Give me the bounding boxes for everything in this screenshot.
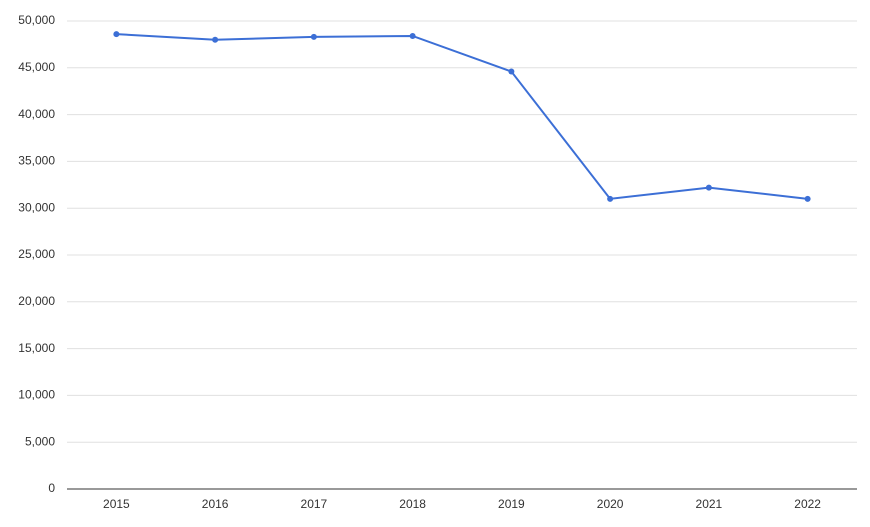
x-tick-label: 2016 <box>202 497 229 511</box>
point <box>409 32 416 39</box>
x-tick-label: 2022 <box>794 497 821 511</box>
line <box>116 33 808 200</box>
y-tick-label: 10,000 <box>18 388 55 402</box>
y-tick-label: 45,000 <box>18 60 55 74</box>
y-tick-label: 35,000 <box>18 154 55 168</box>
x-tick-label: 2018 <box>399 497 426 511</box>
y-tick-label: 30,000 <box>18 200 55 214</box>
y-tick-label: 20,000 <box>18 294 55 308</box>
x-tick-label: 2021 <box>696 497 723 511</box>
y-tick-label: 50,000 <box>18 13 55 27</box>
point <box>804 195 811 202</box>
x-tick-label: 2019 <box>498 497 525 511</box>
y-tick-label: 0 <box>48 481 55 495</box>
point <box>508 68 515 75</box>
y-tick-label: 15,000 <box>18 341 55 355</box>
x-tick-label: 2020 <box>597 497 624 511</box>
y-tick-label: 5,000 <box>25 434 55 448</box>
point <box>310 33 317 40</box>
point <box>113 31 120 38</box>
x-tick-label: 2015 <box>103 497 130 511</box>
y-tick-label: 25,000 <box>18 247 55 261</box>
point <box>705 184 712 191</box>
point <box>607 195 614 202</box>
point <box>212 36 219 43</box>
x-tick-label: 2017 <box>301 497 328 511</box>
y-tick-label: 40,000 <box>18 107 55 121</box>
